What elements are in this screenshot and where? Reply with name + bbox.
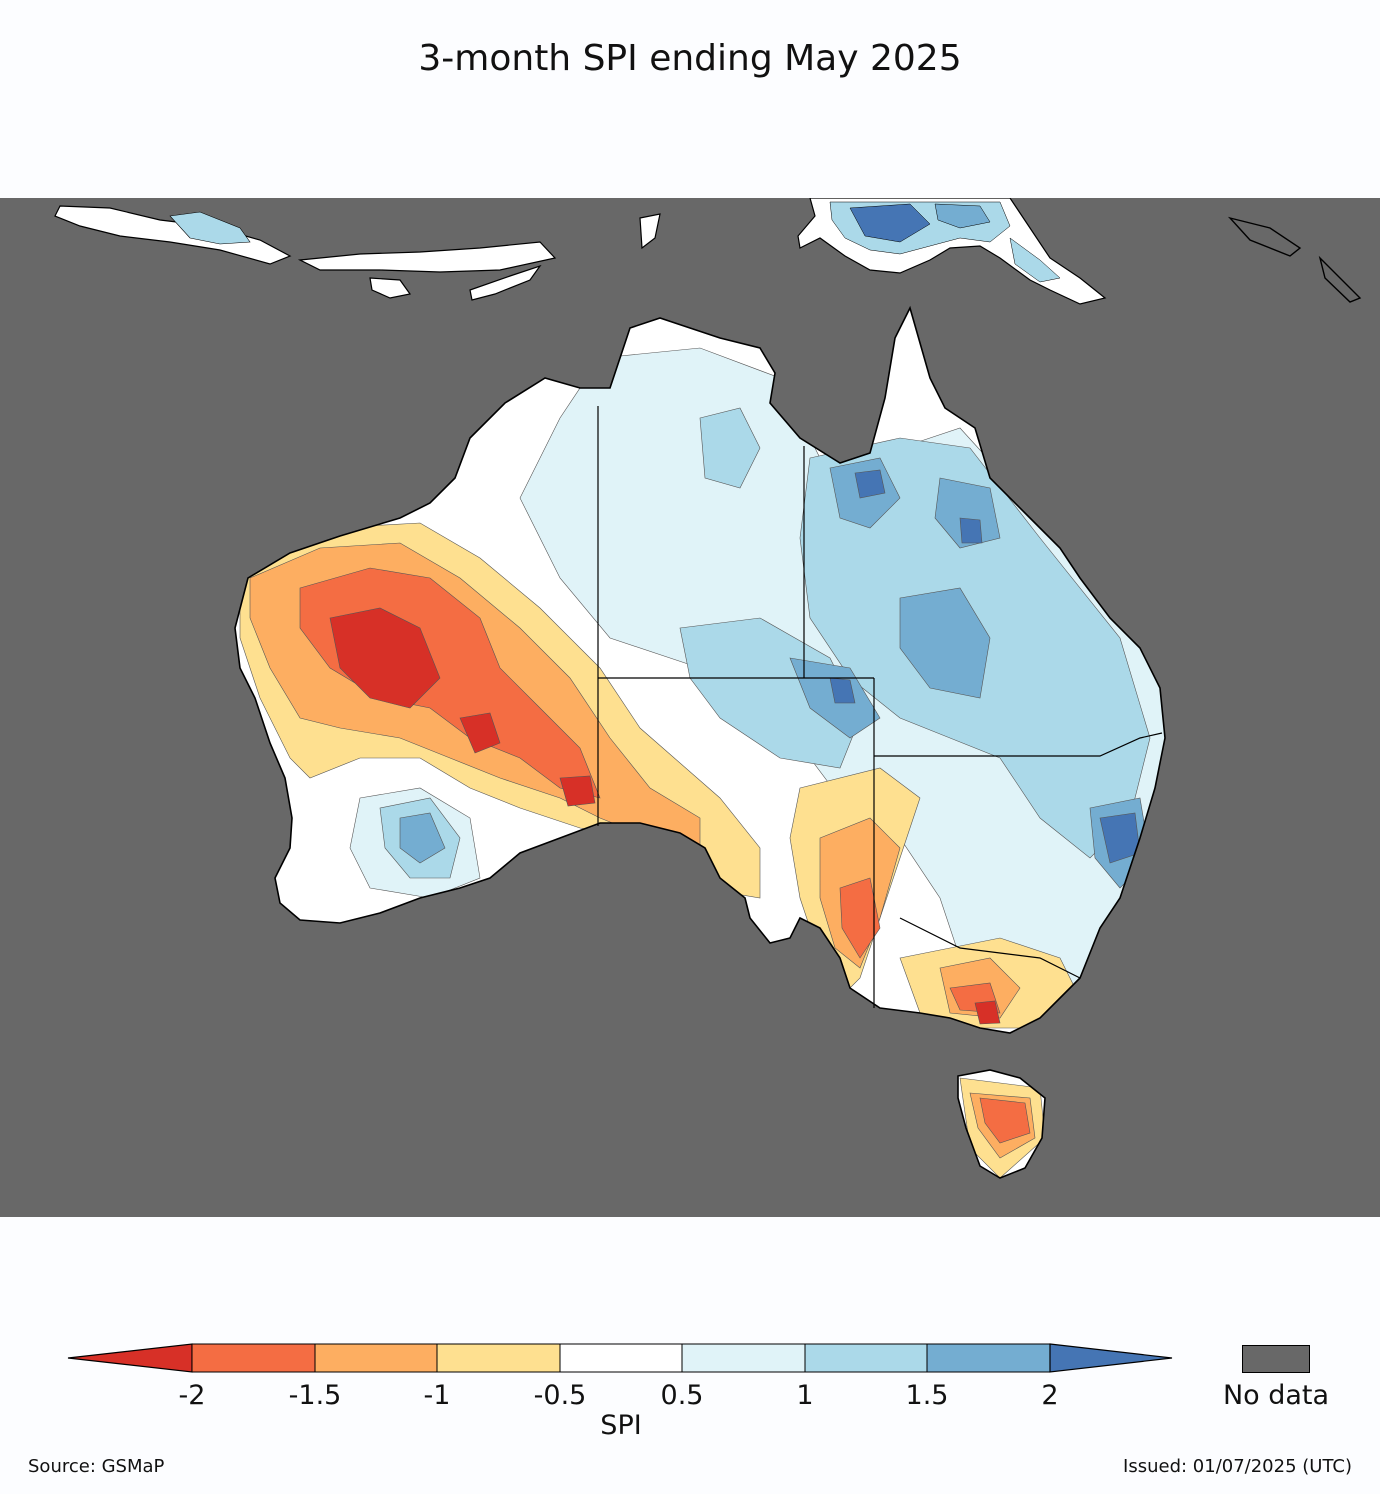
no-data-label: No data	[1222, 1380, 1330, 1411]
colorbar-bin	[681, 1343, 806, 1373]
colorbar-bin	[804, 1343, 928, 1373]
colorbar-tick-label: 2	[1041, 1380, 1059, 1411]
no-data-swatch	[1242, 1345, 1310, 1373]
colorbar-tick-label: -1.5	[288, 1380, 342, 1411]
colorbar-tick-label: 1.5	[905, 1380, 949, 1411]
northern-islands	[54, 198, 1362, 305]
issued-note: Issued: 01/07/2025 (UTC)	[1123, 1456, 1352, 1477]
colorbar-tick-label: 1	[796, 1380, 814, 1411]
colorbar-extend-high	[1049, 1343, 1173, 1373]
boundaries	[234, 305, 1166, 1179]
colorbar-label: SPI	[600, 1410, 642, 1441]
map-panel	[0, 198, 1380, 1217]
colorbar-bin	[314, 1343, 438, 1373]
colorbar-extend-low	[67, 1343, 193, 1373]
colorbar-tick-label: -2	[178, 1380, 206, 1411]
colorbar-tick-label: 0.5	[660, 1380, 704, 1411]
colorbar-bin	[559, 1343, 683, 1373]
colorbar-bin	[436, 1343, 561, 1373]
colorbar-bin	[191, 1343, 316, 1373]
colorbar-tick-label: -1	[423, 1380, 451, 1411]
spi-colorbar	[67, 1343, 1173, 1373]
colorbar-tick-label: -0.5	[533, 1380, 587, 1411]
map-title: 3-month SPI ending May 2025	[418, 38, 962, 79]
map-canvas	[54, 198, 1362, 1179]
source-note: Source: GSMaP	[28, 1456, 165, 1477]
colorbar-bin	[926, 1343, 1051, 1373]
spi-contours	[239, 347, 1165, 1178]
